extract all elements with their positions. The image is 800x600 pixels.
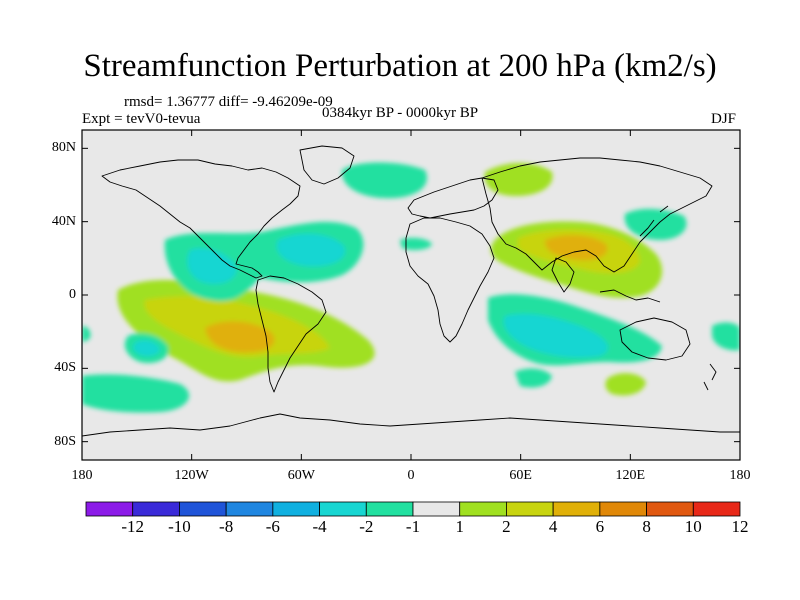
coastline-new-zealand (703, 363, 717, 391)
field-s-indian-negative-2 (503, 313, 608, 358)
colorbar-swatch (599, 501, 647, 517)
colorbar-label: 6 (595, 517, 605, 536)
coastline-asia (481, 157, 713, 273)
colorbar-swatch (85, 501, 134, 517)
lon-label: 120E (615, 468, 646, 483)
coastline-north-america (101, 159, 301, 279)
lat-label: 80S (54, 433, 76, 449)
lat-label: 80N (51, 140, 76, 156)
coastline-south-america (255, 275, 327, 393)
colorbar-swatch (506, 501, 554, 517)
colorbar-swatch (225, 501, 274, 517)
coastline-maritime-continent (599, 205, 669, 303)
colorbar-swatch (459, 501, 507, 517)
lat-label: 40N (51, 213, 76, 229)
colorbar-label: 4 (548, 517, 558, 536)
figure-title: Streamfunction Perturbation at 200 hPa (… (83, 48, 717, 84)
colorbar-swatch (552, 501, 601, 517)
field-n-pacific-negative-2 (133, 340, 160, 357)
colorbar-label: 1 (455, 517, 464, 536)
field-atlantic-negative-2 (187, 248, 237, 285)
lon-label: 120W (174, 468, 209, 483)
colorbar-label: 10 (684, 517, 702, 536)
colorbar-label: -2 (359, 517, 374, 536)
lon-label: 180 (729, 468, 751, 483)
coastline-australia (619, 317, 691, 361)
colorbar-swatch (132, 501, 180, 517)
field-far-south-negative (82, 374, 190, 413)
lon-label: 60W (287, 468, 315, 483)
stats-label: rmsd= 1.36777 diff= -9.46209e-09 (124, 94, 333, 110)
axis-ticks (81, 130, 741, 460)
field-s-pacific-positive-3 (205, 321, 275, 353)
colorbar-label: -8 (219, 517, 234, 536)
season-label: DJF (711, 111, 737, 127)
coastline-greenland (299, 145, 355, 185)
colorbar (85, 501, 741, 517)
colorbar-swatch (646, 501, 694, 517)
colorbar-swatch (319, 501, 367, 517)
colorbar-label: 12 (731, 517, 749, 536)
field-s-indian-negative-small (515, 368, 552, 388)
field-n-atlantic-negative (341, 162, 427, 199)
colorbar-swatch (179, 501, 227, 517)
coastline-africa (405, 217, 495, 343)
experiment-label: Expt = tevV0-tevua (82, 111, 201, 127)
period-label: 0384kyr BP - 0000kyr BP (322, 105, 479, 121)
field-atlantic-negative-3 (276, 233, 346, 267)
colorbar-label: -4 (312, 517, 327, 536)
lat-label: 0 (69, 287, 76, 302)
field-dateline-negative-right (712, 322, 740, 351)
colorbar-label: 8 (642, 517, 651, 536)
lon-label: 180 (71, 468, 93, 483)
field-s-indian-positive-small (605, 373, 646, 396)
coastline-antarctica (82, 413, 740, 437)
lon-label: 0 (407, 468, 415, 483)
colorbar-label: 2 (502, 517, 511, 536)
colorbar-swatch (412, 501, 461, 517)
colorbar-label: -10 (168, 517, 191, 536)
field-nw-pacific-negative (624, 208, 687, 240)
lat-label: 40S (54, 360, 76, 376)
streamfunction-field (82, 162, 740, 413)
coastlines (82, 145, 740, 437)
colorbar-swatch (365, 501, 414, 517)
coastline-india (551, 257, 575, 293)
colorbar-swatch (692, 501, 741, 517)
field-dateline-negative-left (82, 326, 91, 342)
colorbar-swatch (272, 501, 320, 517)
lon-label: 60E (509, 468, 532, 483)
field-africa-negative (400, 237, 432, 251)
colorbar-label: -1 (405, 517, 421, 536)
colorbar-label: -6 (265, 517, 280, 536)
colorbar-label: -12 (121, 517, 145, 536)
